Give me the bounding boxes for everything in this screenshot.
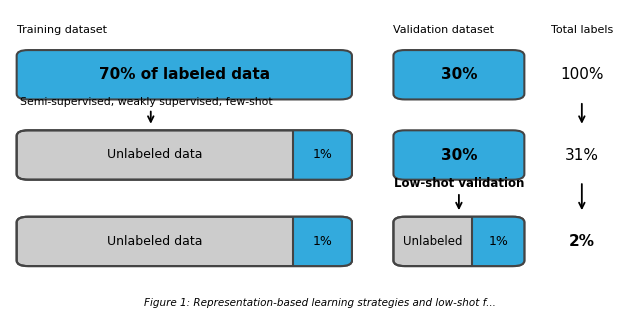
Text: 100%: 100% [560, 67, 604, 82]
FancyBboxPatch shape [17, 130, 352, 180]
Text: 1%: 1% [313, 148, 333, 162]
Text: Semi-supervised, weakly supervised, few-shot: Semi-supervised, weakly supervised, few-… [20, 97, 273, 107]
FancyBboxPatch shape [394, 50, 524, 100]
Text: Unlabeled data: Unlabeled data [108, 148, 203, 162]
Text: Unlabeled data: Unlabeled data [108, 235, 203, 248]
Text: 70% of labeled data: 70% of labeled data [99, 67, 270, 82]
FancyBboxPatch shape [394, 130, 524, 180]
Text: 30%: 30% [441, 148, 477, 162]
Text: 30%: 30% [441, 67, 477, 82]
Text: Low-shot validation: Low-shot validation [394, 178, 524, 190]
FancyBboxPatch shape [394, 217, 524, 266]
FancyBboxPatch shape [293, 130, 352, 180]
FancyBboxPatch shape [293, 217, 352, 266]
Text: Unlabeled: Unlabeled [403, 235, 463, 248]
Text: Total labels: Total labels [550, 24, 613, 35]
Bar [293, 130, 316, 180]
FancyBboxPatch shape [17, 217, 352, 266]
Bar [472, 217, 495, 266]
Text: 31%: 31% [565, 148, 599, 162]
FancyBboxPatch shape [472, 217, 524, 266]
Text: 2%: 2% [569, 234, 595, 249]
Text: 1%: 1% [313, 235, 333, 248]
Text: Validation dataset: Validation dataset [394, 24, 495, 35]
Text: Figure 1: Representation-based learning strategies and low-shot f...: Figure 1: Representation-based learning … [144, 298, 496, 308]
Text: 1%: 1% [488, 235, 508, 248]
Text: Training dataset: Training dataset [17, 24, 107, 35]
FancyBboxPatch shape [17, 50, 352, 100]
Bar [293, 217, 316, 266]
